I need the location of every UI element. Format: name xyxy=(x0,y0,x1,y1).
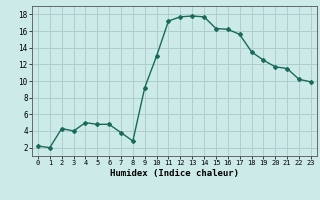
X-axis label: Humidex (Indice chaleur): Humidex (Indice chaleur) xyxy=(110,169,239,178)
